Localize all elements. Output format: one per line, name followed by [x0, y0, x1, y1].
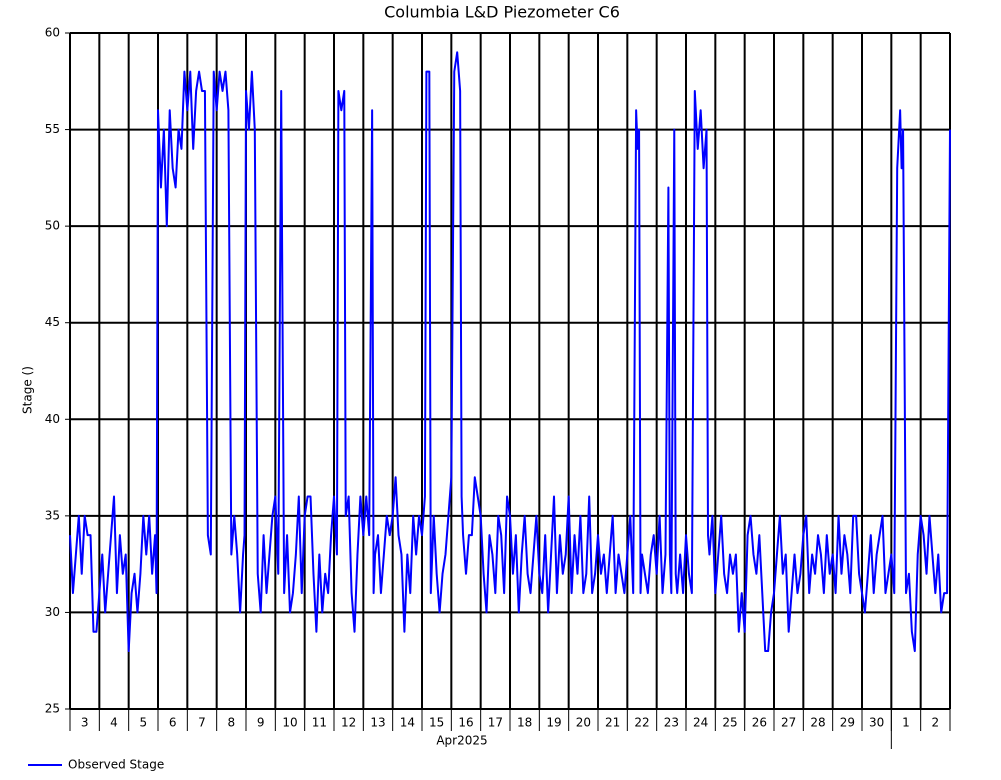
x-tick-label: 30 [869, 716, 884, 730]
x-tick-label: 24 [693, 716, 708, 730]
y-tick-label: 35 [45, 508, 60, 522]
data-line [69, 51, 951, 653]
x-tick-label: 22 [634, 716, 649, 730]
y-tick-label: 40 [45, 412, 60, 426]
x-tick-label: 19 [546, 716, 561, 730]
chart-title: Columbia L&D Piezometer C6 [384, 3, 620, 22]
y-tick-label: 30 [45, 605, 60, 619]
x-tick-label: 2 [932, 716, 940, 730]
y-tick-label: 55 [45, 122, 60, 136]
x-tick-label: 28 [810, 716, 825, 730]
y-tick-label: 50 [45, 219, 60, 233]
x-tick-label: 9 [257, 716, 265, 730]
x-tick-label: 27 [781, 716, 796, 730]
x-tick-label: 21 [605, 716, 620, 730]
x-tick-label: 17 [488, 716, 503, 730]
y-axis-label: Stage () [21, 366, 35, 414]
y-tick-label: 45 [45, 315, 60, 329]
x-tick-label: 1 [902, 716, 910, 730]
x-tick-label: 20 [576, 716, 591, 730]
x-tick-label: 13 [370, 716, 385, 730]
legend: Observed Stage [28, 758, 164, 772]
x-tick-label: 26 [752, 716, 767, 730]
x-tick-label: 12 [341, 716, 356, 730]
x-tick-label: 11 [312, 716, 327, 730]
y-tick-label: 25 [45, 702, 60, 716]
x-tick-label: 14 [400, 716, 415, 730]
y-tick-label: 60 [45, 26, 60, 40]
x-tick-label: 25 [722, 716, 737, 730]
x-tick-label: 8 [228, 716, 236, 730]
x-tick-label: 10 [282, 716, 297, 730]
x-tick-label: 15 [429, 716, 444, 730]
x-tick-label: 4 [110, 716, 118, 730]
legend-label: Observed Stage [68, 758, 164, 772]
x-tick-label: 29 [840, 716, 855, 730]
x-tick-label: 23 [664, 716, 679, 730]
x-tick-label: 6 [169, 716, 177, 730]
x-tick-label: 18 [517, 716, 532, 730]
x-tick-label: 3 [81, 716, 89, 730]
x-tick-label: 5 [140, 716, 148, 730]
x-tick-label: 16 [458, 716, 473, 730]
plot-area [69, 51, 951, 653]
x-tick-label: 7 [198, 716, 206, 730]
x-axis-label: Apr2025 [436, 734, 487, 748]
